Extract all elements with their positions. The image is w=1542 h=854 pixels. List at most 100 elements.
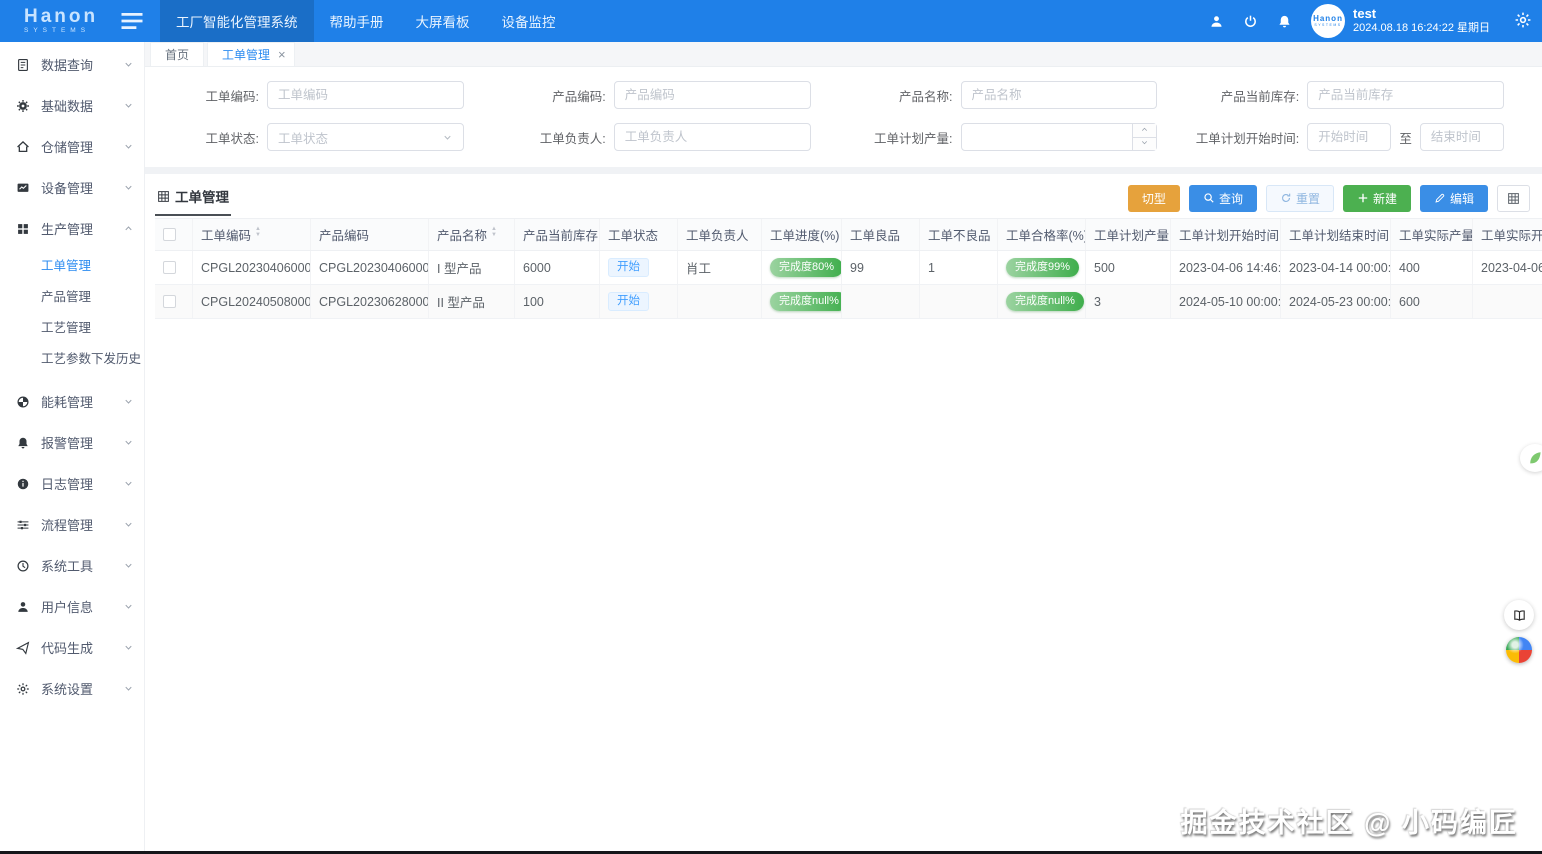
cell-code: CPGL202304060001 [193,251,311,284]
edit-button[interactable]: 编辑 [1419,184,1488,212]
filter-field-control [960,123,1158,151]
sidebar-item-3[interactable]: 设备管理 [0,167,144,208]
bell-icon[interactable] [1269,6,1299,36]
sort-asc-icon: ▲ [491,225,497,232]
nav-menu-item-1[interactable]: 帮助手册 [329,15,384,30]
filter-field-control: 工单状态 [267,123,464,151]
column-header-label: 工单计划产量 [1094,229,1170,243]
column-header-label: 产品编码 [319,229,370,243]
cell-checkbox [155,251,193,284]
sidebar-subitem-3[interactable]: 工艺参数下发历史 [41,352,142,366]
sidebar-item-8[interactable]: 流程管理 [0,504,144,545]
column-header-label: 工单编码 [201,229,252,243]
column-header-plan_start[interactable]: 工单计划开始时间..▲▼ [1171,219,1281,250]
column-header-product_name[interactable]: 产品名称 ▲ ▼ [429,219,515,250]
cell-actual_start [1473,285,1542,318]
filter-input-3[interactable] [1307,81,1504,109]
progress-pill: 完成度null% [770,291,841,312]
column-header-label: 产品当前库存 [523,229,599,243]
select-all-checkbox[interactable] [163,228,176,241]
sidebar-subitem-2[interactable]: 工艺管理 [41,321,92,335]
book-float-button[interactable] [1504,600,1534,630]
filter-input-0[interactable] [267,81,464,109]
chevron-down-icon [123,437,134,448]
sidebar-collapse-icon[interactable] [118,7,146,35]
close-tab-icon[interactable]: × [278,47,286,62]
brand-logo[interactable]: Hanon SYSTEMS [0,7,118,35]
filter-input-1[interactable] [613,81,811,109]
filter-field-control: 至 [1307,123,1505,151]
date-start-input[interactable] [1307,123,1392,151]
document-icon [16,57,32,73]
globe-float-button[interactable] [1506,637,1532,663]
sidebar-item-label: 日志管理 [41,477,94,492]
sidebar-item-0[interactable]: 数据查询 [0,44,144,85]
nav-menu-item-3[interactable]: 设备监控 [501,15,556,30]
column-header-label: 工单负责人 [686,229,749,243]
sidebar-item-11[interactable]: 代码生成 [0,627,144,668]
user-icon [16,599,32,615]
send-icon [16,640,32,656]
filter-input-5[interactable] [613,123,811,151]
settings-icon [16,681,32,697]
sidebar-item-2[interactable]: 仓储管理 [0,126,144,167]
sort-icon[interactable]: ▲ ▼ [491,225,497,241]
refresh-icon [1280,192,1296,204]
tools-icon [16,558,32,574]
date-end-input[interactable] [1419,123,1505,151]
reset-button[interactable]: 重置 [1265,184,1334,212]
sidebar-item-10[interactable]: 用户信息 [0,586,144,627]
number-spinner [1132,124,1157,150]
sort-icon[interactable]: ▲ ▼ [255,226,261,241]
spinner-down-button[interactable] [1133,137,1157,150]
cell-code: CPGL202405080001 [193,285,311,318]
user-info-block[interactable]: test 2024.08.18 16:24:22 星期日 [1353,6,1490,36]
settings-gear-icon[interactable] [1514,11,1532,34]
sidebar-item-5[interactable]: 能耗管理 [0,381,144,422]
column-header-code[interactable]: 工单编码 ▲ ▼ [193,219,311,250]
user-icon[interactable] [1201,6,1231,36]
row-checkbox[interactable] [163,261,176,274]
column-header-good: 工单良品 [842,219,920,250]
nav-menu-item-2[interactable]: 大屏看板 [415,15,470,30]
tab-label: 首页 [165,48,190,62]
chevron-up-icon [123,223,134,234]
tab-1[interactable]: 工单管理 × [207,42,295,66]
cell-owner [678,285,762,318]
avatar[interactable]: Hanon SYSTEMS [1311,4,1346,38]
column-settings-button[interactable] [1497,184,1530,212]
sidebar-item-9[interactable]: 系统工具 [0,545,144,586]
cell-status: 开始 [600,251,678,284]
filter-number-6 [960,123,1158,151]
leaf-float-button[interactable] [1520,444,1542,472]
sidebar-item-1[interactable]: 基础数据 [0,85,144,126]
column-header-checkbox [155,219,193,250]
spinner-up-button[interactable] [1133,124,1157,138]
sidebar-item-6[interactable]: 报警管理 [0,422,144,463]
sidebar-item-4[interactable]: 生产管理 [0,208,144,249]
nav-menu-item-0[interactable]: 工厂智能化管理系统 [160,0,314,42]
watermark-text: 掘金技术社区 @ 小码编匠 [1180,808,1518,838]
column-header-product_code: 产品编码 [311,219,429,250]
sidebar-item-12[interactable]: 系统设置 [0,668,144,709]
filter-input-2[interactable] [960,81,1158,109]
power-icon[interactable] [1235,6,1265,36]
number-input[interactable] [960,123,1158,151]
column-header-pass_rate: 工单合格率(%) [998,219,1086,250]
search-button[interactable]: 查询 [1188,184,1257,212]
sidebar-item-7[interactable]: 日志管理 [0,463,144,504]
filter-select-4[interactable]: 工单状态 [267,123,464,151]
cell-bad: 1 [920,251,998,284]
tab-0[interactable]: 首页 [150,42,205,66]
sort-desc-icon: ▼ [491,231,497,238]
cut-type-button[interactable]: 切型 [1127,184,1180,212]
column-header-label: 工单进度(%) [770,229,840,243]
sidebar-subitem-0[interactable]: 工单管理 [41,259,92,273]
cell-plan_end: 2024-05-23 00:00:... [1281,285,1391,318]
column-header-plan_end[interactable]: 工单计划结束时间..▲▼ [1281,219,1391,250]
row-checkbox[interactable] [163,295,176,308]
sidebar-subitem-1[interactable]: 产品管理 [41,290,92,304]
new-button[interactable]: 新建 [1342,184,1411,212]
cell-owner: 肖工 [678,251,762,284]
button-label: 切型 [1141,191,1166,206]
